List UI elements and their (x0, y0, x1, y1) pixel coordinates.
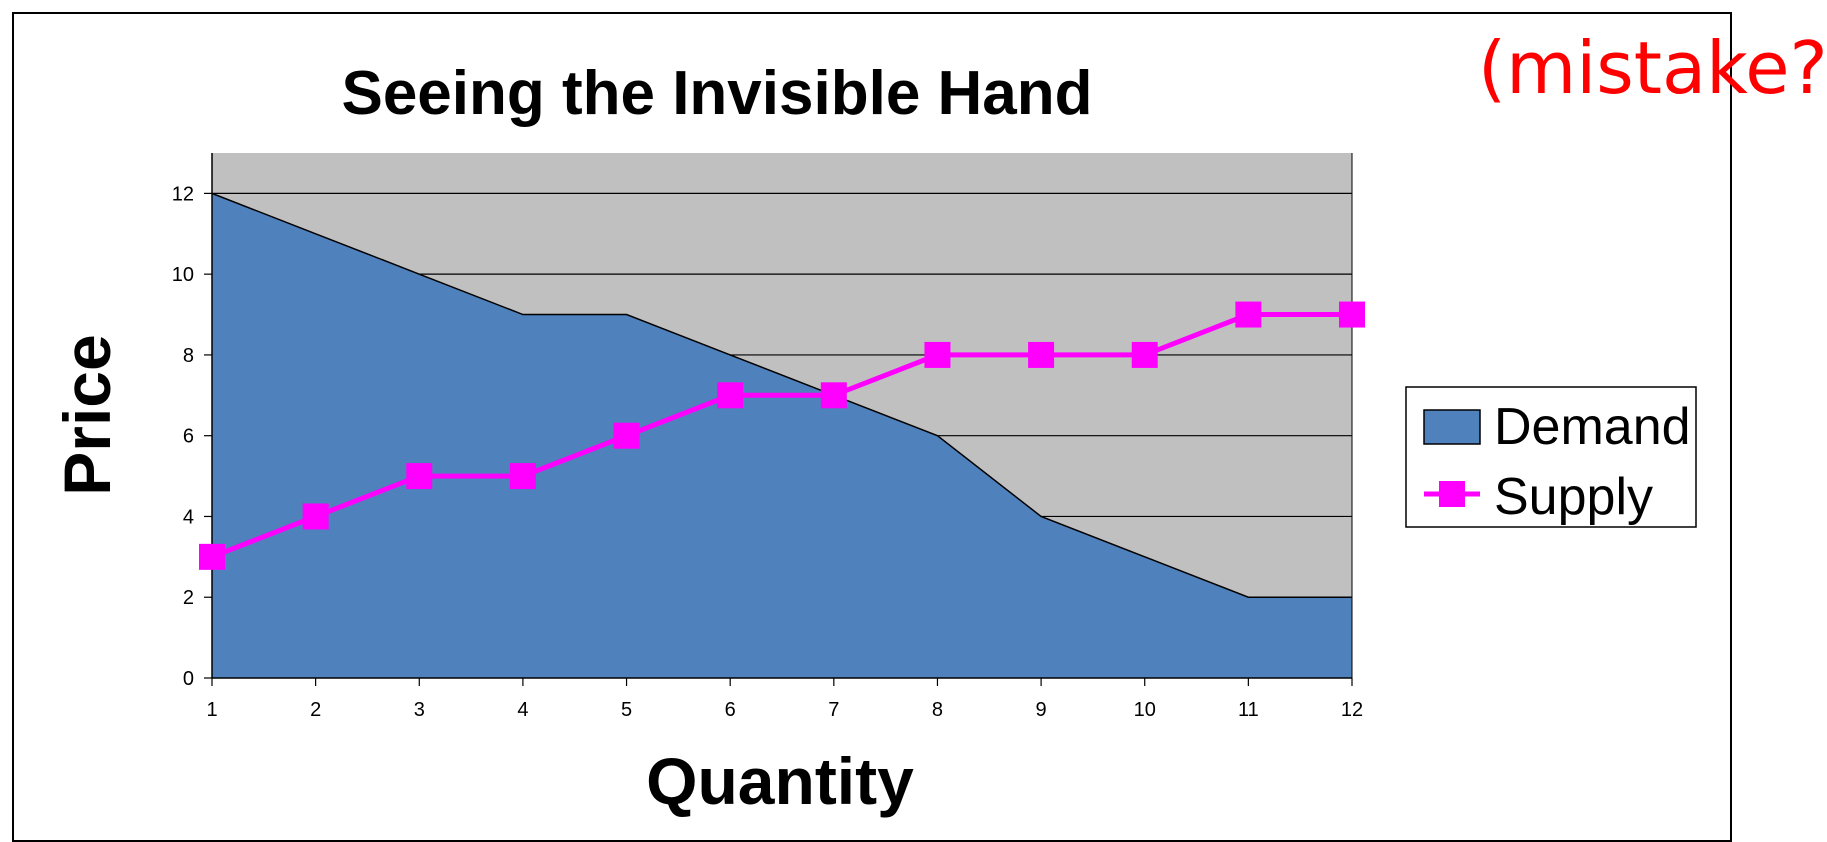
supply-marker (1235, 301, 1262, 328)
axes (204, 153, 1353, 686)
supply-marker (924, 341, 951, 368)
supply-marker (199, 543, 225, 570)
supply-series (199, 301, 1365, 570)
y-tick-label: 8 (183, 345, 194, 367)
x-tick-labels: 1 2 3 4 5 6 7 8 9 10 11 12 (206, 699, 1363, 721)
supply-marker (509, 463, 536, 490)
annotation-mistake: (mistake?) (1478, 26, 1827, 110)
supply-marker (820, 382, 847, 409)
supply-marker (406, 463, 433, 490)
x-tick-label: 1 (206, 699, 217, 721)
x-tick-label: 2 (310, 699, 321, 721)
legend: Demand Supply (1405, 386, 1697, 528)
x-tick-label: 8 (932, 699, 943, 721)
y-tick-labels: 0 2 4 6 8 10 12 (172, 183, 194, 690)
x-axis-title: Quantity (646, 744, 914, 818)
y-axis-title: Price (50, 334, 124, 495)
legend-demand-swatch (1423, 409, 1481, 445)
x-tick-label: 12 (1341, 699, 1363, 721)
supply-marker (1131, 341, 1158, 368)
supply-marker (1339, 301, 1365, 328)
x-tick-label: 9 (1036, 699, 1047, 721)
x-tick-label: 3 (414, 699, 425, 721)
x-tick-label: 10 (1134, 699, 1156, 721)
legend-supply-marker (1439, 481, 1465, 507)
x-tick-label: 4 (517, 699, 528, 721)
y-tick-label: 6 (183, 426, 194, 448)
supply-marker (302, 503, 329, 530)
y-tick-label: 2 (183, 587, 194, 609)
y-tick-label: 12 (172, 183, 194, 205)
supply-line (211, 312, 1352, 560)
supply-marker (717, 382, 744, 409)
x-tick-label: 6 (725, 699, 736, 721)
legend-demand-label: Demand (1494, 398, 1691, 456)
y-tick-label: 10 (172, 264, 194, 286)
x-tick-label: 5 (621, 699, 632, 721)
y-tick-label: 0 (183, 668, 194, 690)
demand-area (212, 193, 1352, 678)
chart-title: Seeing the Invisible Hand (341, 59, 1092, 128)
x-tick-label: 7 (828, 699, 839, 721)
supply-marker (613, 422, 640, 449)
demand-edge (211, 192, 1352, 598)
x-tick-label: 11 (1238, 699, 1259, 721)
demand-series (211, 192, 1352, 678)
supply-marker (1028, 341, 1055, 368)
legend-supply-label: Supply (1494, 468, 1653, 526)
y-tick-label: 4 (183, 506, 194, 528)
